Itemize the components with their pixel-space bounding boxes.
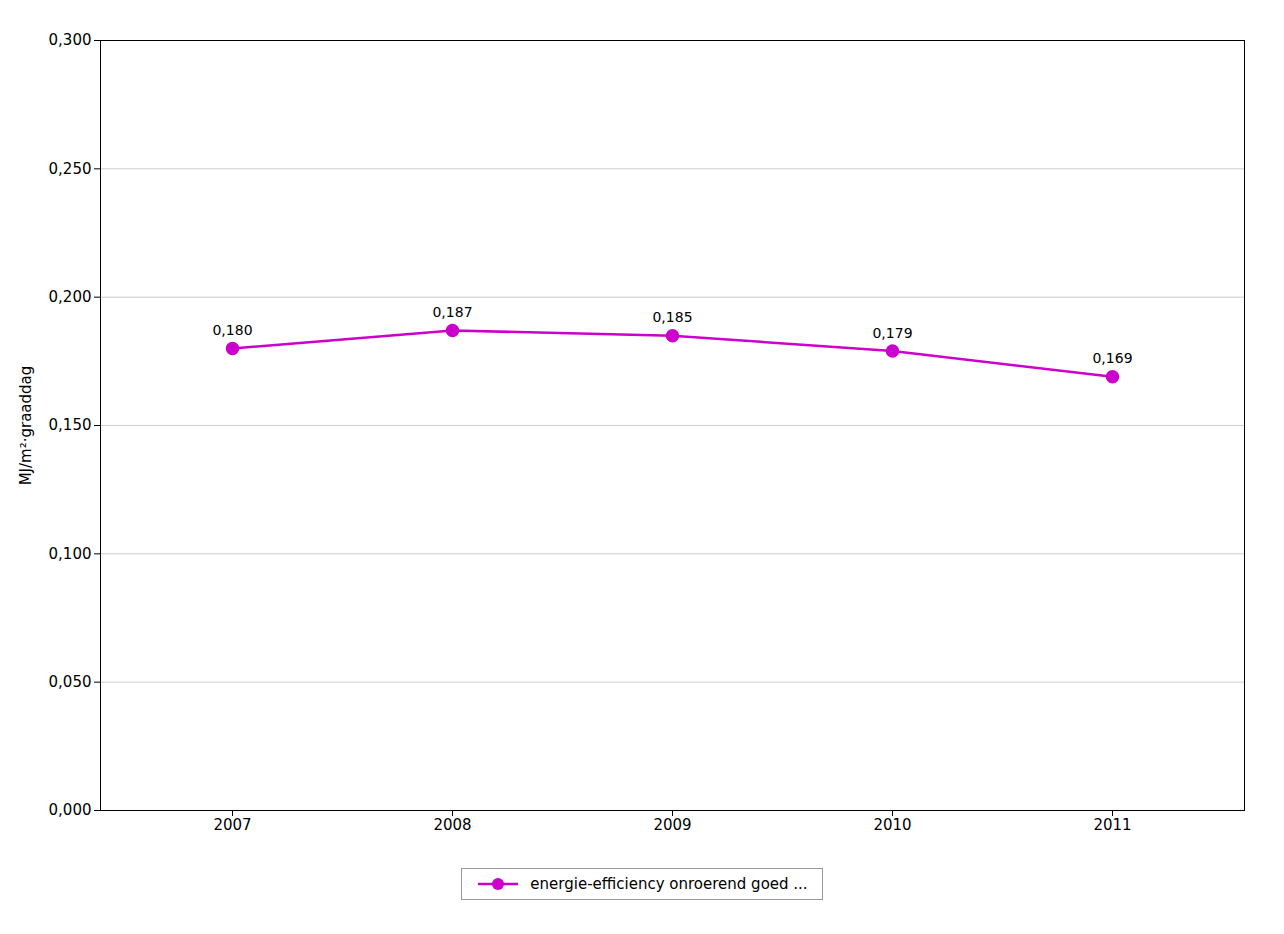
svg-text:0,187: 0,187 xyxy=(432,304,472,320)
svg-text:0,179: 0,179 xyxy=(872,325,912,341)
svg-text:2009: 2009 xyxy=(653,816,691,834)
svg-text:MJ/m²·graaddag: MJ/m²·graaddag xyxy=(17,366,35,486)
svg-text:0,150: 0,150 xyxy=(49,416,92,434)
svg-text:0,169: 0,169 xyxy=(1092,350,1132,366)
svg-text:0,300: 0,300 xyxy=(49,31,92,49)
svg-text:0,185: 0,185 xyxy=(652,309,692,325)
html-text:energie-efficiency onroerend g: energie-efficiency onroerend goed ... xyxy=(530,875,808,893)
svg-text:0,200: 0,200 xyxy=(49,288,92,306)
svg-text:0,000: 0,000 xyxy=(49,801,92,819)
svg-text:0,100: 0,100 xyxy=(49,545,92,563)
svg-text:0,180: 0,180 xyxy=(212,322,252,338)
svg-text:0,250: 0,250 xyxy=(49,160,92,178)
svg-text:2010: 2010 xyxy=(873,816,911,834)
svg-text:2008: 2008 xyxy=(433,816,471,834)
svg-text:0,050: 0,050 xyxy=(49,673,92,691)
svg-text:2007: 2007 xyxy=(213,816,251,834)
svg-text:2011: 2011 xyxy=(1093,816,1131,834)
